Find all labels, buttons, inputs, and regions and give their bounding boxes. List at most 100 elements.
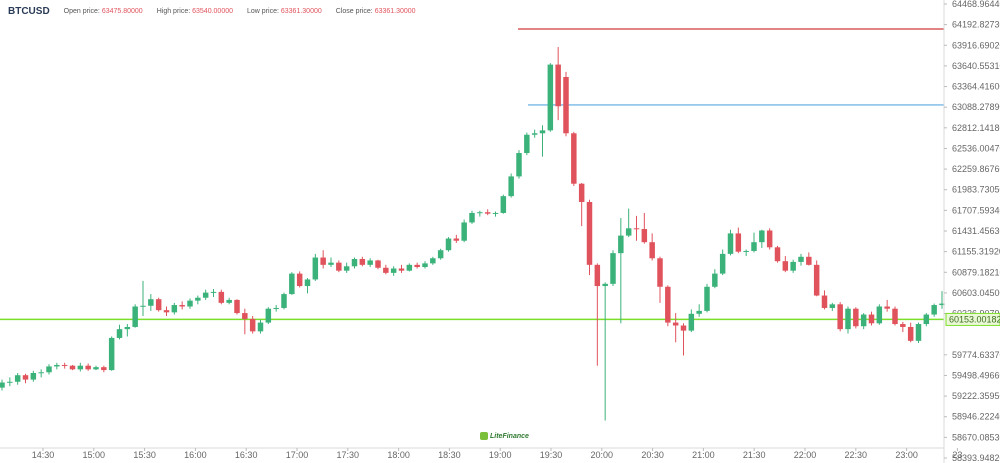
candle-down bbox=[398, 268, 405, 271]
candle-down bbox=[735, 233, 742, 252]
candle-up bbox=[304, 279, 311, 287]
candle-up bbox=[273, 307, 279, 309]
candle-down bbox=[586, 201, 593, 265]
candle-up bbox=[524, 134, 530, 154]
candle-up bbox=[829, 304, 836, 308]
candle-up bbox=[38, 372, 44, 374]
candle-down bbox=[892, 308, 898, 325]
candle-up bbox=[704, 286, 710, 311]
candle-down bbox=[484, 212, 491, 214]
x-tick-label: 15:30 bbox=[133, 450, 156, 460]
candle-up bbox=[77, 365, 84, 370]
y-tick-label: 62536.00470 bbox=[952, 143, 1000, 153]
candle-down bbox=[853, 308, 859, 327]
candle-down bbox=[179, 305, 185, 307]
x-tick-label: 15:00 bbox=[83, 450, 106, 460]
candle-up bbox=[618, 235, 624, 254]
candle-down bbox=[657, 258, 663, 287]
time-axis[interactable]: 14:30 15:00 15:30 16:00 16:30 17:00 17:30 18:00… bbox=[0, 447, 962, 460]
candle-up bbox=[265, 308, 272, 323]
candle-down bbox=[163, 310, 170, 313]
x-tick-label: 18:00 bbox=[387, 450, 410, 460]
x-tick-label: 19:00 bbox=[489, 450, 512, 460]
candle-down bbox=[453, 238, 460, 241]
candle-up bbox=[406, 264, 413, 271]
candle-up bbox=[915, 324, 922, 341]
candle-up bbox=[759, 230, 765, 243]
candle-up bbox=[187, 300, 193, 307]
candle-up bbox=[202, 292, 209, 298]
candle-up bbox=[751, 242, 757, 251]
price-levels bbox=[0, 28, 944, 321]
candle-down bbox=[296, 273, 303, 287]
candle-down bbox=[680, 325, 687, 331]
candle-up bbox=[312, 257, 319, 280]
candle-up bbox=[743, 250, 749, 252]
candle-up bbox=[845, 308, 851, 330]
y-tick-label: 61155.31920 bbox=[952, 247, 1000, 257]
ohlc-header: BTCUSD Open price: 63475.80000 High pric… bbox=[8, 3, 430, 19]
candle-up bbox=[727, 233, 734, 254]
candle-down bbox=[766, 230, 773, 248]
candle-up bbox=[625, 228, 632, 236]
candle-down bbox=[837, 304, 843, 330]
candles bbox=[0, 47, 945, 421]
y-tick-label: 63640.55310 bbox=[952, 61, 1000, 71]
y-tick-label: 62259.86760 bbox=[952, 164, 1000, 174]
candle-up bbox=[547, 64, 554, 131]
candle-down bbox=[884, 306, 890, 309]
x-tick-label: 21:30 bbox=[743, 450, 766, 460]
low-price-label: Low price: bbox=[247, 7, 279, 15]
y-tick-label: 64468.96440 bbox=[952, 0, 1000, 9]
candle-up bbox=[281, 294, 287, 308]
y-tick-label: 62812.14180 bbox=[952, 123, 1000, 133]
candle-up bbox=[132, 306, 138, 327]
candle-down bbox=[359, 258, 366, 265]
candle-up bbox=[531, 133, 538, 135]
candle-up bbox=[516, 153, 522, 177]
candle-up bbox=[46, 366, 52, 373]
candle-up bbox=[257, 322, 264, 332]
candle-up bbox=[343, 266, 350, 271]
y-tick-label: 59498.49660 bbox=[952, 370, 1000, 380]
x-tick-label: 22:00 bbox=[794, 450, 817, 460]
candle-up bbox=[798, 256, 804, 262]
candle-down bbox=[375, 260, 381, 268]
open-price-label: Open price: bbox=[63, 7, 100, 15]
candle-up bbox=[367, 260, 373, 265]
symbol-label: BTCUSD bbox=[8, 5, 50, 17]
candle-up bbox=[508, 176, 514, 197]
candle-down bbox=[665, 286, 671, 323]
candle-up bbox=[30, 373, 37, 380]
candle-down bbox=[782, 261, 789, 271]
low-price-value: 63361.30000 bbox=[280, 7, 322, 15]
candle-down bbox=[633, 228, 640, 230]
candle-down bbox=[414, 264, 420, 268]
candle-up bbox=[492, 212, 499, 214]
y-tick-label: 63088.27890 bbox=[952, 102, 1000, 112]
candle-up bbox=[116, 329, 123, 338]
level-green-label: 60153.00182 bbox=[949, 314, 1000, 324]
candle-down bbox=[336, 262, 342, 271]
y-tick-label: 58670.08530 bbox=[952, 432, 1000, 442]
candle-up bbox=[328, 262, 334, 265]
candle-down bbox=[813, 264, 820, 296]
candle-up bbox=[351, 258, 358, 267]
candle-down bbox=[320, 257, 326, 265]
y-tick-label: 59222.35950 bbox=[952, 391, 1000, 401]
candle-down bbox=[61, 364, 68, 366]
price-axis[interactable]: 64468.96440 64192.82730 63916.69020 63640.5… bbox=[943, 0, 1000, 463]
candle-up bbox=[226, 299, 232, 303]
y-tick-label: 60603.04500 bbox=[952, 288, 1000, 298]
candle-down bbox=[900, 324, 906, 327]
candle-up bbox=[790, 261, 796, 271]
candle-down bbox=[868, 314, 875, 324]
logo-icon bbox=[480, 432, 488, 440]
candle-up bbox=[108, 337, 115, 371]
candle-down bbox=[101, 367, 107, 371]
candle-up bbox=[712, 273, 718, 287]
x-tick-label: 21:00 bbox=[692, 450, 715, 460]
candle-up bbox=[195, 297, 201, 301]
candle-up bbox=[939, 303, 945, 306]
